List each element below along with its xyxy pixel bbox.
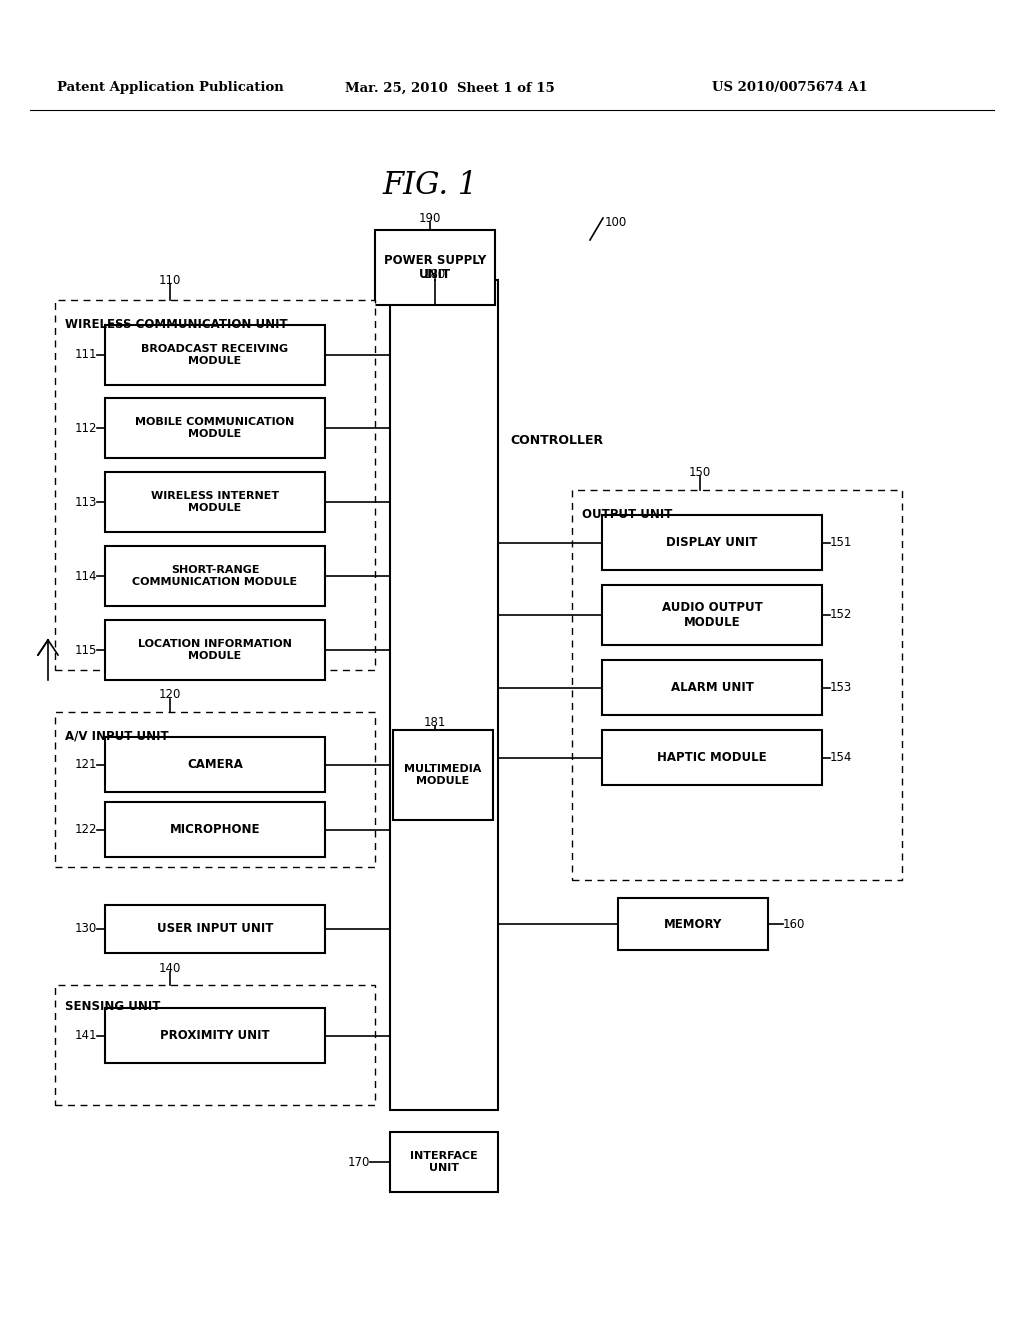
Bar: [105, 737, 325, 792]
Text: CONTROLLER: CONTROLLER: [510, 433, 603, 446]
Bar: [105, 906, 325, 953]
Bar: [602, 585, 822, 645]
Text: 141: 141: [75, 1030, 97, 1041]
Text: CAMERA: CAMERA: [187, 758, 243, 771]
Text: FIG. 1: FIG. 1: [382, 169, 477, 201]
Text: 114: 114: [75, 569, 97, 582]
Text: WIRELESS INTERNET
MODULE: WIRELESS INTERNET MODULE: [151, 491, 280, 512]
Text: 140: 140: [159, 961, 181, 974]
Text: 120: 120: [159, 689, 181, 701]
Text: 160: 160: [783, 917, 805, 931]
Bar: [55, 711, 375, 867]
Text: MOBILE COMMUNICATION
MODULE: MOBILE COMMUNICATION MODULE: [135, 417, 295, 438]
Text: HAPTIC MODULE: HAPTIC MODULE: [657, 751, 767, 764]
Text: 154: 154: [830, 751, 852, 764]
Bar: [393, 730, 493, 820]
Text: 180: 180: [424, 268, 446, 281]
Bar: [375, 230, 495, 305]
Text: 170: 170: [347, 1155, 370, 1168]
Bar: [55, 300, 375, 671]
Bar: [390, 280, 498, 1110]
Text: 130: 130: [75, 923, 97, 936]
Text: 152: 152: [830, 609, 852, 622]
Text: SENSING UNIT: SENSING UNIT: [65, 1001, 161, 1014]
Text: USER INPUT UNIT: USER INPUT UNIT: [157, 923, 273, 936]
Bar: [105, 399, 325, 458]
Text: ALARM UNIT: ALARM UNIT: [671, 681, 754, 694]
Text: INTERFACE
UNIT: INTERFACE UNIT: [411, 1151, 478, 1172]
Text: 100: 100: [605, 215, 628, 228]
Text: 122: 122: [75, 822, 97, 836]
Bar: [105, 620, 325, 680]
Text: 181: 181: [424, 715, 446, 729]
Text: BROADCAST RECEIVING
MODULE: BROADCAST RECEIVING MODULE: [141, 345, 289, 366]
Bar: [105, 546, 325, 606]
Text: MICROPHONE: MICROPHONE: [170, 822, 260, 836]
Text: MULTIMEDIA
MODULE: MULTIMEDIA MODULE: [404, 764, 481, 785]
Text: 115: 115: [75, 644, 97, 656]
Text: 112: 112: [75, 421, 97, 434]
Bar: [55, 985, 375, 1105]
Text: 110: 110: [159, 273, 181, 286]
Bar: [105, 325, 325, 385]
Text: 151: 151: [830, 536, 852, 549]
Bar: [105, 803, 325, 857]
Text: POWER SUPPLY
UNIT: POWER SUPPLY UNIT: [384, 253, 486, 281]
Text: A/V INPUT UNIT: A/V INPUT UNIT: [65, 730, 169, 742]
Text: 121: 121: [75, 758, 97, 771]
Text: US 2010/0075674 A1: US 2010/0075674 A1: [712, 82, 867, 95]
Text: PROXIMITY UNIT: PROXIMITY UNIT: [160, 1030, 269, 1041]
Bar: [602, 660, 822, 715]
Text: AUDIO OUTPUT
MODULE: AUDIO OUTPUT MODULE: [662, 601, 763, 630]
Text: Mar. 25, 2010  Sheet 1 of 15: Mar. 25, 2010 Sheet 1 of 15: [345, 82, 555, 95]
Text: 111: 111: [75, 348, 97, 362]
Bar: [602, 515, 822, 570]
Text: SHORT-RANGE
COMMUNICATION MODULE: SHORT-RANGE COMMUNICATION MODULE: [132, 565, 298, 587]
Text: 153: 153: [830, 681, 852, 694]
Bar: [602, 730, 822, 785]
Bar: [105, 1008, 325, 1063]
Text: 113: 113: [75, 495, 97, 508]
Text: 150: 150: [689, 466, 711, 479]
Text: OUTPUT UNIT: OUTPUT UNIT: [582, 507, 673, 520]
Text: 190: 190: [419, 211, 441, 224]
Text: DISPLAY UNIT: DISPLAY UNIT: [667, 536, 758, 549]
Text: Patent Application Publication: Patent Application Publication: [56, 82, 284, 95]
Bar: [105, 473, 325, 532]
Bar: [572, 490, 902, 880]
Text: MEMORY: MEMORY: [664, 917, 722, 931]
Text: LOCATION INFORMATION
MODULE: LOCATION INFORMATION MODULE: [138, 639, 292, 661]
Bar: [618, 898, 768, 950]
Text: WIRELESS COMMUNICATION UNIT: WIRELESS COMMUNICATION UNIT: [65, 318, 288, 330]
Bar: [390, 1133, 498, 1192]
